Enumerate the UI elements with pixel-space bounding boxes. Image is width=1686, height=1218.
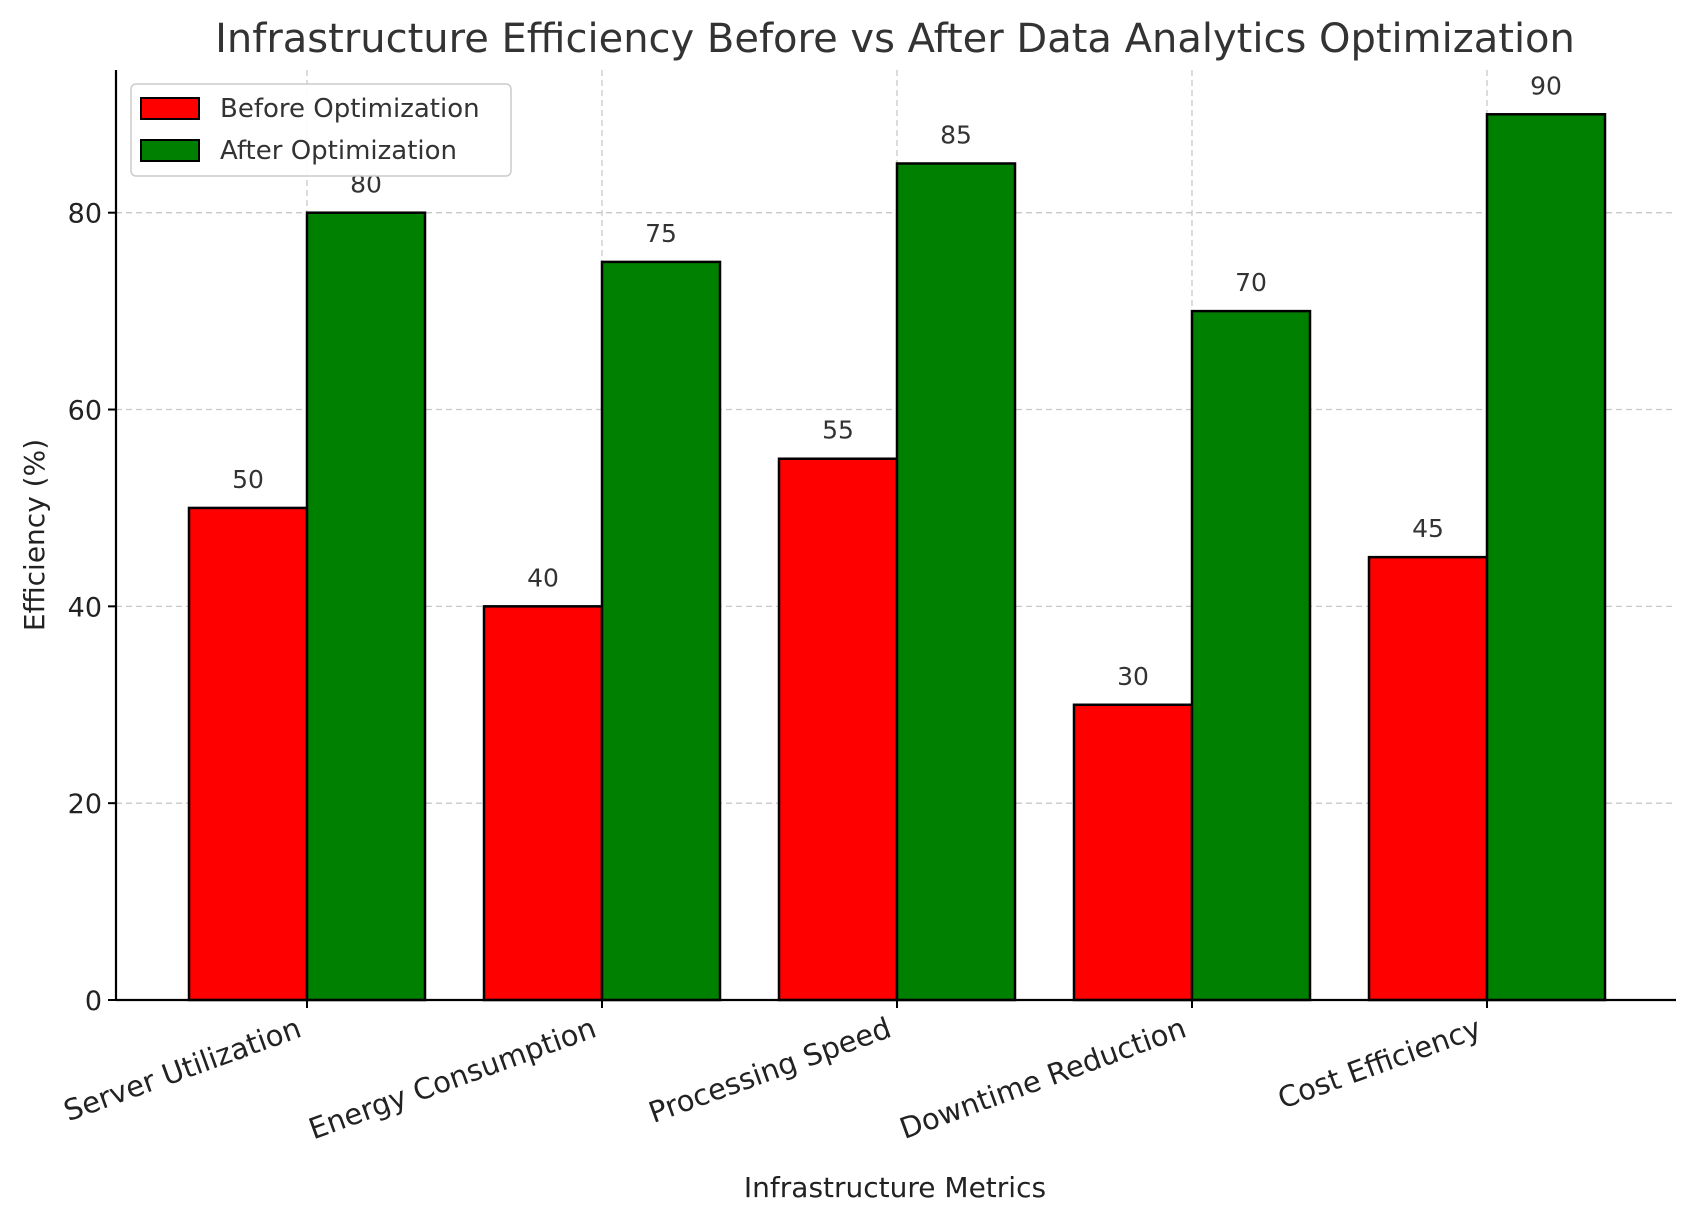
bar-value-label: 40 bbox=[527, 563, 559, 592]
bar-value-label: 50 bbox=[232, 465, 264, 494]
legend-frame bbox=[130, 83, 512, 177]
bar-after bbox=[1485, 113, 1607, 1002]
y-tick-label: 40 bbox=[68, 592, 102, 623]
bar-after bbox=[305, 211, 427, 1002]
chart-title: Infrastructure Efficiency Before vs Afte… bbox=[215, 16, 1575, 62]
x-tick-label: Downtime Reduction bbox=[895, 1011, 1190, 1146]
y-tick-label: 20 bbox=[68, 789, 102, 820]
legend: Before Optimization After Optimization bbox=[130, 83, 512, 177]
bar-value-label: 70 bbox=[1235, 268, 1267, 297]
legend-label: Before Optimization bbox=[220, 94, 480, 124]
bar-after bbox=[600, 260, 722, 1002]
bar-value-label: 75 bbox=[645, 219, 677, 248]
bar-after bbox=[1190, 309, 1312, 1002]
x-tick-label: Processing Speed bbox=[644, 1011, 895, 1130]
legend-swatch bbox=[140, 97, 200, 120]
y-tick-label: 80 bbox=[68, 199, 102, 230]
bars bbox=[187, 113, 1607, 1002]
y-tick-label: 0 bbox=[85, 986, 102, 1017]
bar-after bbox=[895, 162, 1017, 1002]
bar-before bbox=[482, 605, 604, 1002]
bar-value-label: 55 bbox=[822, 416, 854, 445]
axes bbox=[108, 70, 1676, 1008]
legend-swatch bbox=[140, 139, 200, 162]
bar-value-label: 30 bbox=[1117, 662, 1149, 691]
bar-before bbox=[1367, 555, 1489, 1002]
x-axis-label: Infrastructure Metrics bbox=[744, 1171, 1046, 1204]
bar-before bbox=[187, 506, 309, 1002]
x-tick-label: Cost Efficiency bbox=[1273, 1011, 1485, 1116]
bar-value-label: 85 bbox=[940, 120, 972, 149]
y-tick-label: 60 bbox=[68, 396, 102, 427]
x-tick-label: Energy Consumption bbox=[304, 1011, 600, 1147]
bar-value-label: 45 bbox=[1412, 514, 1444, 543]
bar-value-label: 90 bbox=[1530, 71, 1562, 100]
x-tick-label: Server Utilization bbox=[59, 1011, 305, 1128]
bar-before bbox=[777, 457, 899, 1002]
y-axis-label: Efficiency (%) bbox=[18, 439, 51, 631]
bar-before bbox=[1072, 703, 1194, 1002]
legend-label: After Optimization bbox=[220, 136, 457, 166]
